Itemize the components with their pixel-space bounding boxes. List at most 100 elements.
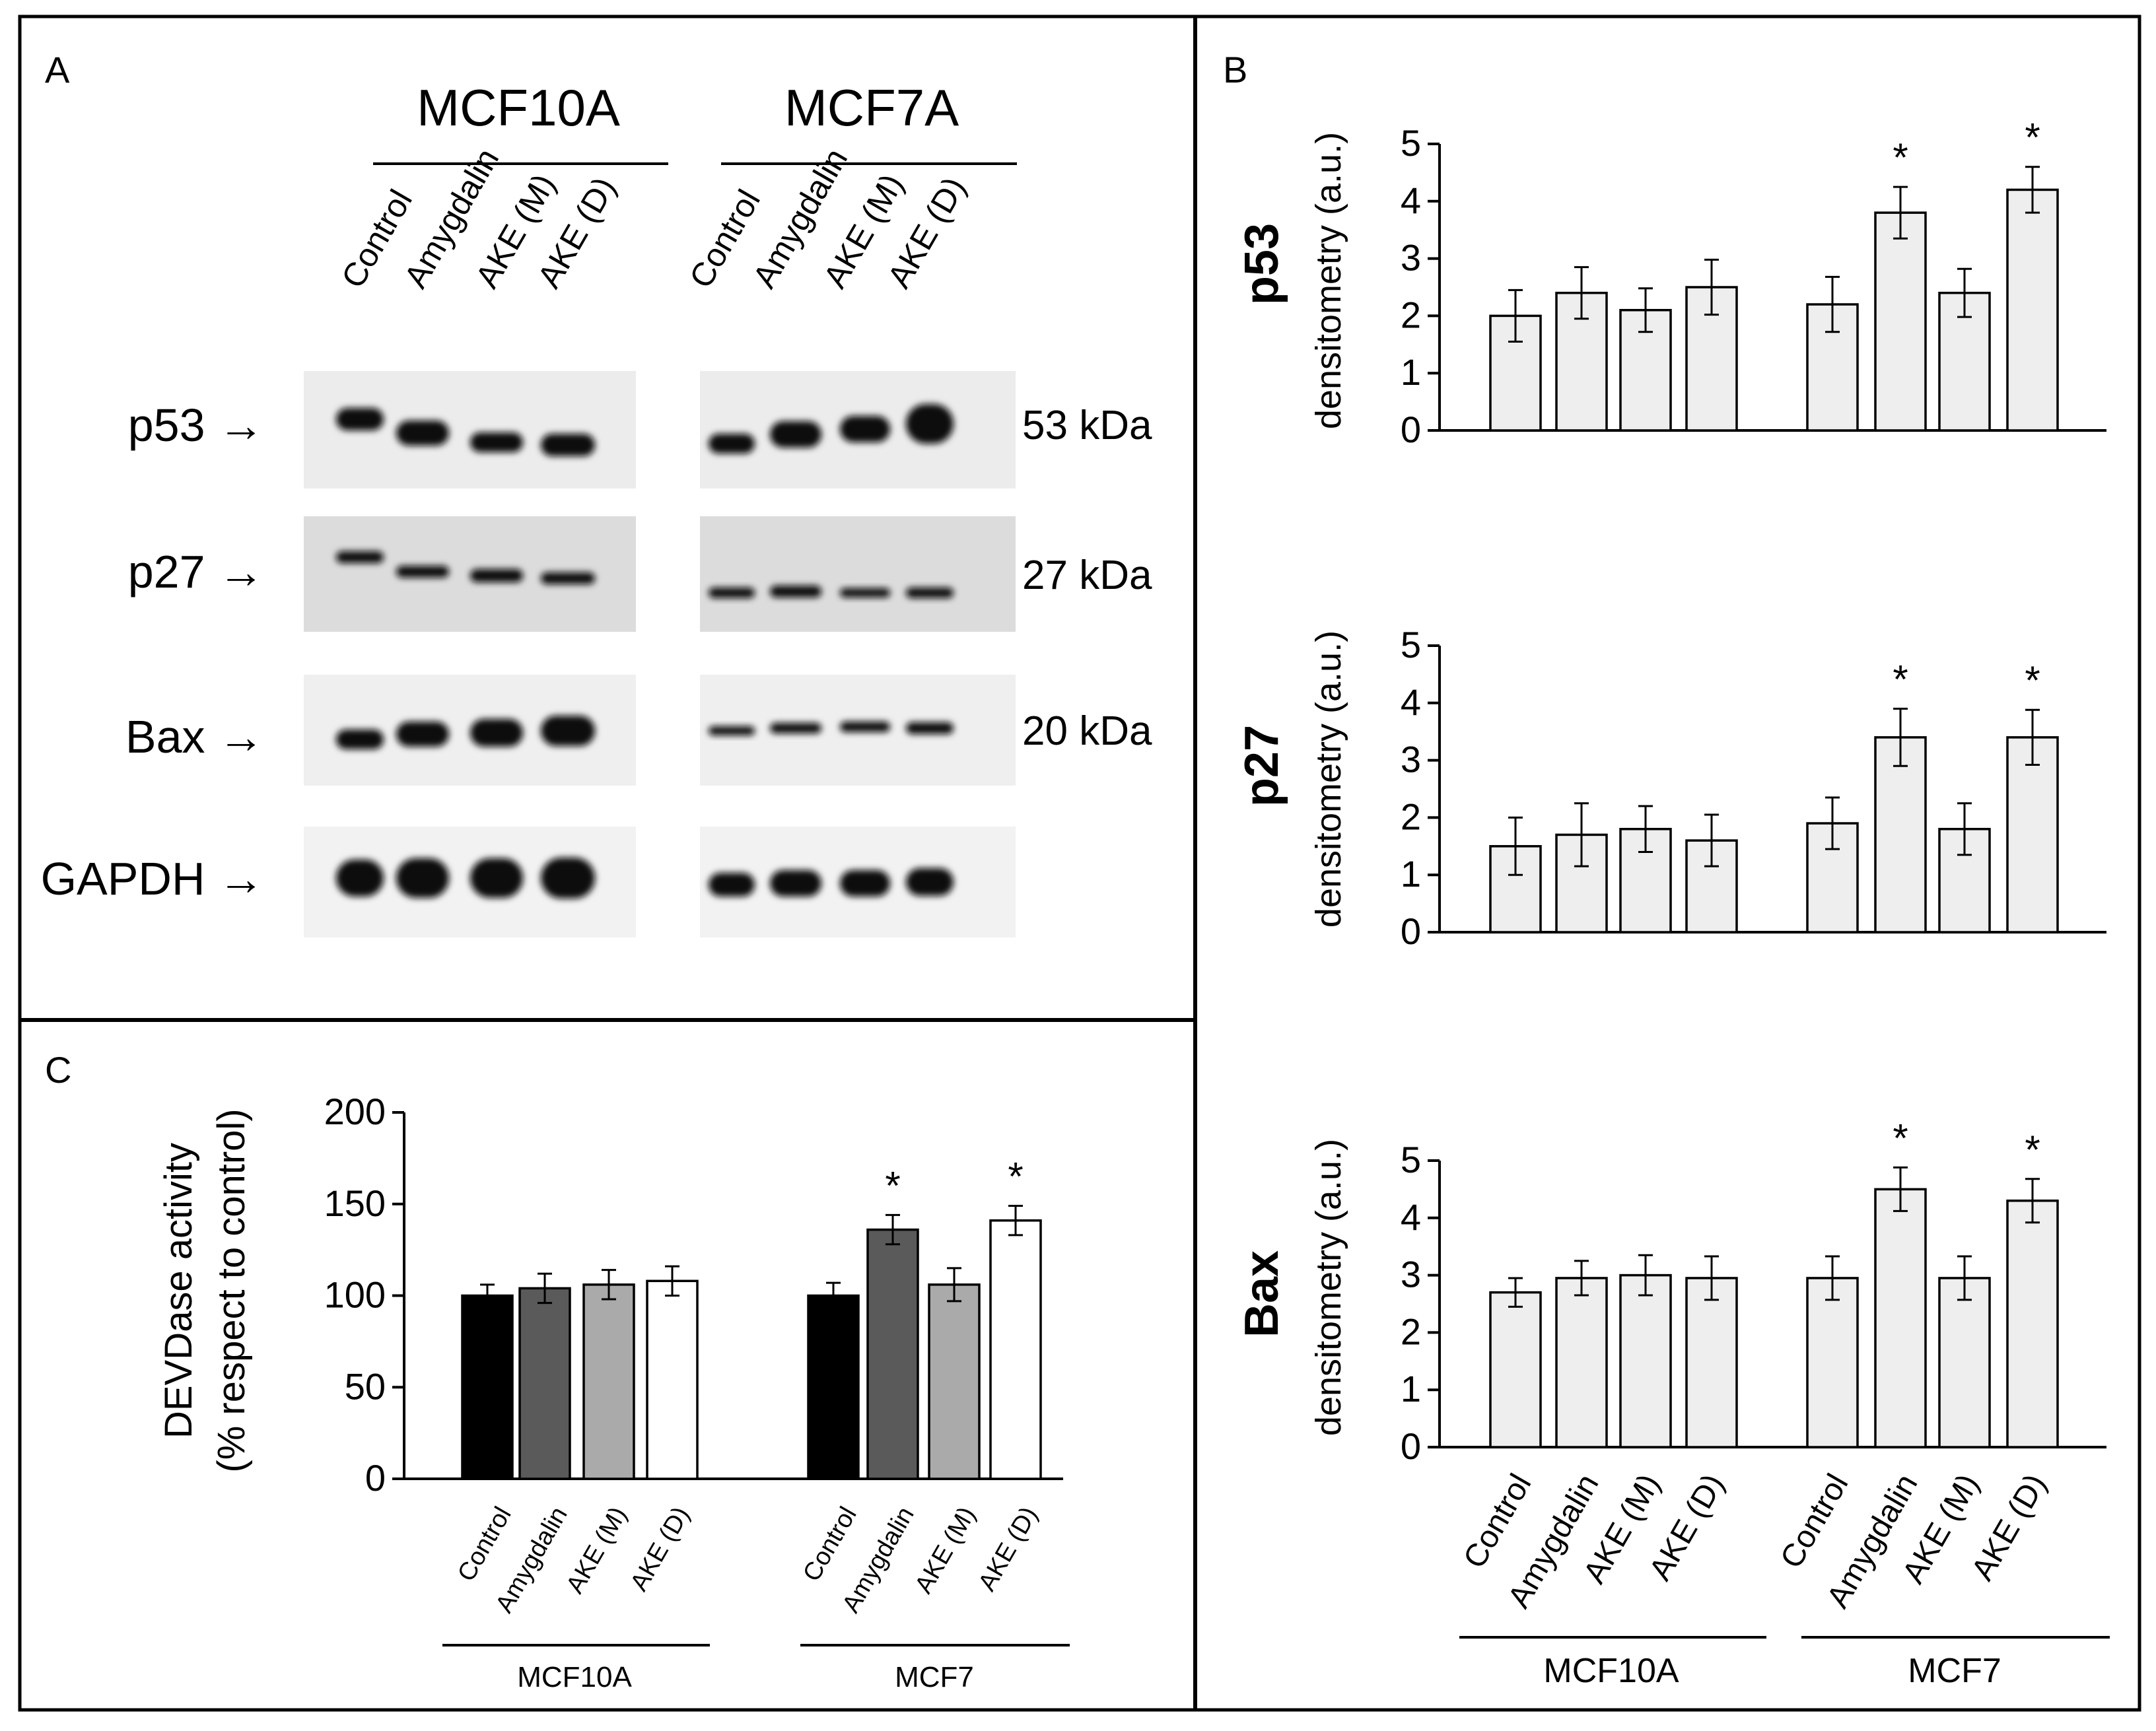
category-label: AKE (M) bbox=[910, 1503, 981, 1598]
y-tick-label: 1 bbox=[1401, 1368, 1421, 1409]
blot-band bbox=[770, 723, 821, 733]
group-label: MCF7 bbox=[1908, 1652, 2001, 1690]
bar bbox=[2006, 188, 2059, 432]
blot-strips: p53 → 53 kDa p27 → 27 kDa Bax → 20 kDa GAPDH → bbox=[41, 371, 1152, 937]
bar bbox=[1874, 736, 1927, 933]
bar bbox=[1555, 1277, 1608, 1448]
blot-label: Bax → bbox=[125, 711, 264, 763]
blot-label: GAPDH → bbox=[41, 853, 264, 904]
blot-band bbox=[840, 588, 890, 597]
chart-b-p53: 0 1 2 3 4 5 * * p53 densitometry (a.u.) bbox=[1235, 116, 2106, 450]
y-tick-label: 1 bbox=[1401, 853, 1421, 895]
bar bbox=[2006, 1200, 2059, 1448]
bar bbox=[582, 1283, 635, 1480]
blot-band bbox=[470, 858, 523, 898]
y-tick-label: 0 bbox=[1401, 409, 1421, 450]
blot-label: p53 → bbox=[128, 399, 264, 451]
protein-label: p53 bbox=[1235, 223, 1288, 305]
bar bbox=[1938, 1277, 1991, 1448]
blot-band bbox=[770, 586, 821, 597]
group-label: MCF10A bbox=[1543, 1652, 1679, 1690]
blot-label: p27 → bbox=[128, 546, 264, 597]
y-tick-label: 3 bbox=[1401, 739, 1421, 780]
bar bbox=[807, 1294, 860, 1480]
bar bbox=[1874, 211, 1927, 432]
significance-star: * bbox=[1893, 135, 1908, 180]
blot-band bbox=[396, 858, 449, 898]
bar bbox=[1619, 1273, 1672, 1448]
blot-band bbox=[470, 719, 523, 747]
significance-star: * bbox=[2025, 658, 2040, 702]
bar bbox=[1874, 1188, 1927, 1448]
category-label: AKE (D) bbox=[973, 1503, 1043, 1596]
panel-a-letter: A bbox=[45, 49, 70, 90]
bar bbox=[928, 1283, 981, 1480]
blot-band bbox=[840, 870, 890, 897]
y-tick-label: 5 bbox=[1401, 624, 1421, 665]
y-tick-label: 4 bbox=[1401, 1196, 1421, 1238]
blot-band bbox=[770, 421, 821, 448]
blot-band bbox=[396, 566, 449, 578]
y-tick-label: 4 bbox=[1401, 681, 1421, 723]
y-tick-label: 1 bbox=[1401, 351, 1421, 393]
bar bbox=[866, 1228, 919, 1480]
y-axis-title: densitometry (a.u.) bbox=[1309, 1139, 1348, 1436]
y-tick-label: 2 bbox=[1401, 294, 1421, 335]
blot-band bbox=[541, 572, 595, 584]
chart-b-bax: 0 1 2 3 4 5 * * Bax densitometry (a.u.) bbox=[1235, 1116, 2106, 1467]
panel-b-densitometry-charts: 0 1 2 3 4 5 * * p53 densitometry (a.u.) 0 1 2 3 4 5 * * p2… bbox=[1235, 116, 2110, 1690]
blot-band bbox=[336, 730, 384, 749]
blot-strip bbox=[700, 516, 1016, 632]
y-tick-label: 0 bbox=[1401, 910, 1421, 952]
group-label: MCF7 bbox=[895, 1661, 974, 1693]
significance-star: * bbox=[2025, 1128, 2040, 1172]
blot-kda: 27 kDa bbox=[1022, 553, 1152, 598]
bar bbox=[2006, 736, 2059, 933]
blot-band bbox=[396, 421, 449, 446]
blot-band bbox=[709, 588, 755, 598]
blot-band bbox=[906, 588, 954, 598]
y-tick-label: 200 bbox=[324, 1091, 386, 1132]
blot-band bbox=[541, 716, 595, 746]
y-tick-label: 4 bbox=[1401, 180, 1421, 221]
bar bbox=[1489, 1291, 1542, 1448]
y-tick-label: 5 bbox=[1401, 122, 1421, 164]
y-tick-label: 2 bbox=[1401, 1310, 1421, 1352]
y-tick-label: 100 bbox=[324, 1274, 386, 1316]
bar bbox=[989, 1219, 1042, 1480]
y-tick-label: 2 bbox=[1401, 796, 1421, 837]
category-label: Control bbox=[798, 1503, 862, 1586]
y-tick-label: 5 bbox=[1401, 1139, 1421, 1180]
blot-band bbox=[840, 722, 890, 732]
blot-band bbox=[709, 434, 755, 454]
blot-band bbox=[840, 416, 890, 442]
blot-band bbox=[541, 858, 595, 899]
bar bbox=[518, 1287, 571, 1480]
y-tick-label: 0 bbox=[1401, 1425, 1421, 1467]
blot-band bbox=[470, 432, 523, 452]
blot-kda: 20 kDa bbox=[1022, 708, 1152, 754]
panel-b-letter: B bbox=[1223, 49, 1247, 90]
blot-kda: 53 kDa bbox=[1022, 403, 1152, 448]
blot-band bbox=[396, 722, 449, 747]
outer-frame bbox=[18, 15, 2141, 1712]
y-tick-label: 3 bbox=[1401, 1254, 1421, 1295]
chart-b-p27: 0 1 2 3 4 5 * * p27 densitometry (a.u.) bbox=[1235, 624, 2106, 952]
protein-label: p27 bbox=[1235, 725, 1288, 807]
blot-band bbox=[470, 569, 523, 582]
blot-band bbox=[336, 860, 384, 897]
y-axis-title: densitometry (a.u.) bbox=[1309, 630, 1348, 928]
y-axis-title: DEVDase activity bbox=[157, 1143, 200, 1439]
panel-c-devdase-chart: 0 50 100 150 200 * * DEVDase activity (% respect… bbox=[157, 1091, 1070, 1693]
bar bbox=[461, 1294, 514, 1480]
bar bbox=[646, 1279, 699, 1480]
y-axis-title: densitometry (a.u.) bbox=[1309, 132, 1348, 429]
significance-star: * bbox=[1893, 1116, 1908, 1160]
category-label: AKE (D) bbox=[625, 1503, 695, 1596]
blot-band bbox=[336, 551, 384, 563]
blot-band bbox=[336, 408, 384, 430]
protein-label: Bax bbox=[1235, 1250, 1288, 1338]
blot-band bbox=[709, 873, 755, 897]
